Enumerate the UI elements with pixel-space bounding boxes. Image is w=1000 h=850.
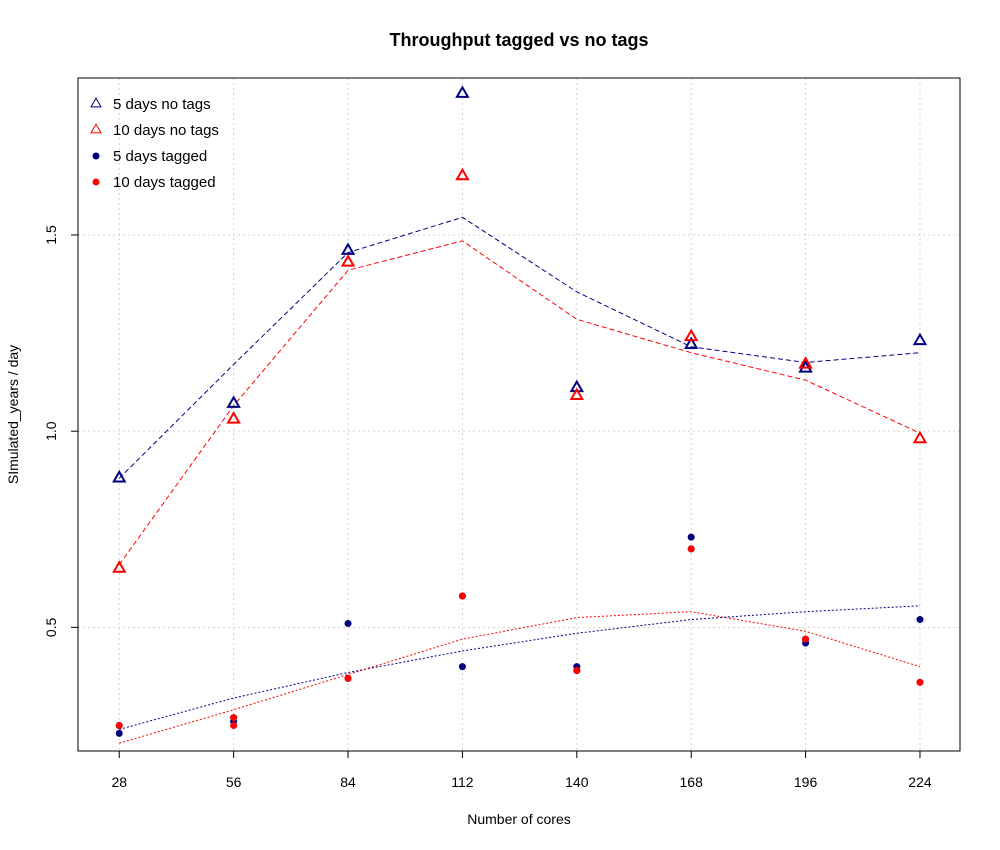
- legend-marker-5-days-no-tags: [90, 97, 102, 108]
- x-axis-label: Number of cores: [467, 811, 570, 827]
- point-5-days-no-tags: [340, 242, 356, 255]
- x-tick-label: 28: [111, 774, 127, 790]
- point-5-days-tagged: [344, 619, 352, 627]
- x-tick-label: 84: [340, 774, 356, 790]
- y-axis: 0.5 1.0 1.5: [43, 225, 79, 637]
- point-10-days-no-tags: [112, 560, 127, 573]
- point-5-days-tagged: [916, 616, 924, 624]
- trend-line-5-days-no-tags: [118, 216, 921, 479]
- x-axis: 28 56 84 112 140 168 196 224: [111, 750, 932, 790]
- point-10-days-no-tags: [683, 328, 699, 342]
- trend-line-10-days-no-tags: [118, 240, 921, 565]
- legend-marker-5-days-tagged: [92, 152, 100, 160]
- x-tick-label: 168: [680, 774, 704, 790]
- x-tick-label: 224: [908, 774, 932, 790]
- legend-label-10-days-no-tags: 10 days no tags: [113, 122, 219, 139]
- legend-marker-10-days-tagged: [92, 178, 100, 186]
- x-tick-label: 140: [565, 774, 589, 790]
- point-10-days-tagged: [230, 721, 238, 729]
- chart-title: Throughput tagged vs no tags: [390, 30, 649, 50]
- point-5-days-tagged: [458, 663, 466, 671]
- point-10-days-no-tags: [798, 356, 813, 369]
- point-5-days-tagged: [115, 729, 123, 737]
- point-10-days-tagged: [115, 721, 123, 729]
- y-tick-label: 0.5: [43, 617, 59, 637]
- point-10-days-no-tags: [912, 430, 928, 444]
- point-10-days-no-tags: [340, 254, 356, 267]
- trend-lines: [118, 216, 921, 744]
- legend-label-5-days-no-tags: 5 days no tags: [113, 96, 211, 113]
- point-10-days-no-tags: [569, 387, 585, 401]
- legend-label-5-days-tagged: 5 days tagged: [113, 148, 207, 165]
- point-5-days-no-tags: [226, 395, 241, 408]
- y-tick-label: 1.5: [43, 225, 59, 245]
- point-10-days-tagged: [573, 667, 581, 675]
- point-10-days-tagged: [230, 714, 238, 722]
- point-10-days-tagged: [687, 545, 695, 553]
- point-5-days-no-tags: [912, 332, 928, 346]
- point-10-days-tagged: [458, 592, 466, 600]
- grid: [78, 78, 960, 751]
- point-10-days-tagged: [344, 674, 352, 682]
- point-10-days-tagged: [916, 678, 924, 686]
- x-tick-label: 56: [226, 774, 242, 790]
- point-10-days-no-tags: [226, 411, 241, 424]
- y-tick-label: 1.0: [43, 421, 59, 441]
- point-10-days-tagged: [802, 635, 810, 643]
- point-5-days-tagged: [687, 533, 695, 541]
- y-axis-label: SImulated_years / day: [5, 345, 21, 484]
- x-tick-label: 112: [451, 774, 474, 790]
- legend: 5 days no tags 10 days no tags 5 days tagg…: [90, 96, 219, 191]
- legend-label-10-days-tagged: 10 days tagged: [113, 174, 216, 191]
- point-5-days-no-tags: [112, 469, 127, 483]
- x-tick-label: 196: [794, 774, 818, 790]
- data-points: [112, 85, 928, 737]
- trend-line-10-days-tagged: [119, 611, 921, 744]
- legend-marker-10-days-no-tags: [90, 123, 102, 134]
- point-5-days-no-tags: [683, 336, 699, 350]
- point-10-days-no-tags: [455, 167, 470, 181]
- point-5-days-no-tags: [455, 85, 470, 98]
